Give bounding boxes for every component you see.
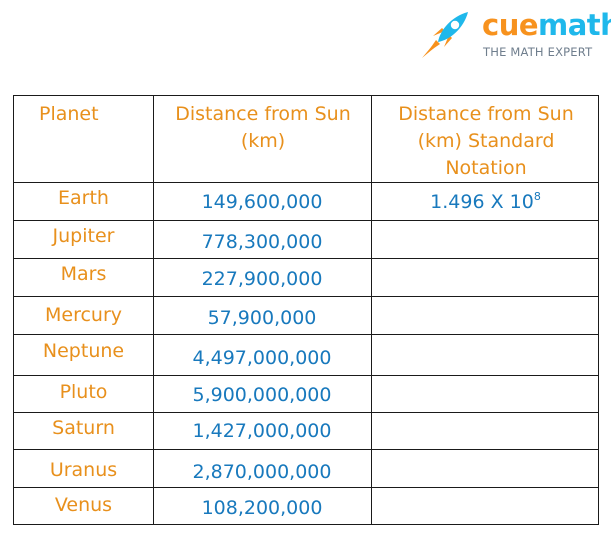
cell-distance: 2,870,000,000 [192,461,332,483]
column-divider [371,96,372,524]
row-divider [14,182,598,183]
cell-distance: 149,600,000 [201,191,323,213]
notation-exponent: 8 [533,190,541,203]
cell-planet: Mercury [44,304,123,326]
row-divider [14,412,598,413]
row-divider [14,334,598,335]
cuemath-logo: cuemath THE MATH EXPERT [418,6,611,62]
brand-cue: cue [482,8,539,42]
row-divider [14,375,598,376]
column-divider [153,96,154,524]
brand-name: cuemath [482,8,611,42]
cell-planet: Saturn [52,417,115,439]
cell-standard-notation: 1.496 X 108 [371,189,600,216]
header-distance: Distance from Sun (km) [175,103,351,152]
rocket-icon [422,12,468,58]
header-standard-notation: Distance from Sun (km) Standard Notation [398,103,574,179]
cell-distance: 227,900,000 [201,268,323,290]
cell-distance: 4,497,000,000 [192,347,332,369]
cell-distance: 5,900,000,000 [192,384,332,406]
brand-math: math [538,8,611,42]
row-divider [14,296,598,297]
cell-planet: Jupiter [52,225,115,247]
cell-planet: Venus [54,494,113,516]
cell-distance: 108,200,000 [201,497,323,519]
cell-distance: 57,900,000 [207,307,317,329]
header-planet: Planet [39,103,99,125]
row-divider [14,487,598,488]
cell-planet: Pluto [59,381,108,403]
planet-distance-table: Planet Distance from Sun (km) Distance f… [13,95,599,525]
row-divider [14,220,598,221]
cell-distance: 778,300,000 [201,231,323,253]
cell-distance: 1,427,000,000 [192,420,332,442]
row-divider [14,258,598,259]
notation-base: 1.496 X 10 [430,191,534,213]
brand-tagline: THE MATH EXPERT [483,45,593,59]
row-divider [14,449,598,450]
cell-planet: Neptune [42,340,125,362]
cell-planet: Earth [58,187,109,209]
cell-planet: Mars [60,263,107,285]
cell-planet: Uranus [49,459,118,481]
